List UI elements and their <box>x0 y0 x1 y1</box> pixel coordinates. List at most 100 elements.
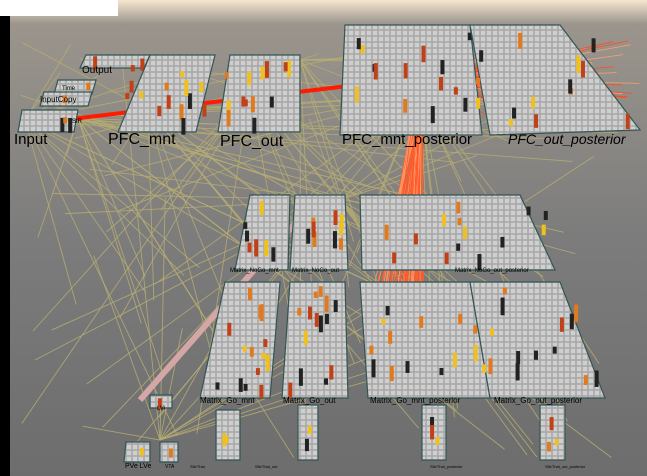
projection <box>77 117 164 376</box>
unit <box>297 307 302 316</box>
unit <box>549 417 554 431</box>
unit <box>338 238 343 250</box>
layer-plane <box>359 194 556 271</box>
unit <box>139 447 144 456</box>
unit <box>264 61 269 78</box>
layer-label: PFC_mnt_posterior <box>342 131 472 148</box>
unit <box>381 318 386 325</box>
unit <box>86 82 91 91</box>
unit <box>439 76 444 91</box>
unit <box>93 56 98 71</box>
layer-plane <box>339 24 483 136</box>
unit <box>339 213 344 231</box>
unit <box>260 66 265 80</box>
unit <box>419 316 424 328</box>
layer-label: Output <box>82 65 112 76</box>
unit <box>441 213 446 226</box>
unit <box>63 117 68 124</box>
layer-label: Matrix_Go_out <box>283 396 336 405</box>
projection <box>147 109 222 392</box>
layer-label: Matrix_NoGo_mnt <box>230 268 279 274</box>
unit <box>62 95 67 104</box>
projection <box>24 46 397 121</box>
layer-label: Time <box>62 86 76 92</box>
layer-plane <box>289 194 349 271</box>
unit <box>139 91 144 99</box>
unit <box>482 364 487 373</box>
layer-label: Input <box>14 131 48 148</box>
unit <box>356 38 361 50</box>
unit <box>180 71 185 78</box>
projection <box>77 117 146 278</box>
projection <box>82 425 161 441</box>
unit <box>413 233 418 245</box>
unit <box>568 79 573 94</box>
unit <box>227 322 232 336</box>
unit <box>518 32 523 49</box>
unit <box>456 243 461 251</box>
projection <box>159 328 183 441</box>
layer-label: PVe LVe <box>125 463 151 470</box>
unit <box>541 224 546 236</box>
unit <box>243 383 248 391</box>
unit <box>329 365 334 380</box>
unit <box>516 351 521 365</box>
unit <box>371 359 376 378</box>
unit <box>435 437 440 446</box>
layer-label: PFC_out <box>220 133 284 150</box>
unit <box>318 286 323 297</box>
unit <box>338 223 343 236</box>
unit <box>243 99 248 107</box>
unit <box>226 99 231 118</box>
unit <box>373 63 378 80</box>
unit <box>130 65 135 72</box>
layer-label: PFC_out_posterior <box>508 131 627 147</box>
unit <box>591 38 596 53</box>
unit <box>179 104 184 121</box>
projection <box>299 59 409 222</box>
layer-plane <box>215 409 241 461</box>
unit <box>264 240 269 257</box>
unit <box>457 217 462 226</box>
projection <box>24 119 391 138</box>
unit <box>324 313 329 325</box>
layer-plane <box>117 54 216 133</box>
layer-label: Matrix_NoGo_out <box>292 268 339 274</box>
unit <box>543 210 548 221</box>
unit <box>508 118 513 127</box>
layer-plane <box>281 281 349 399</box>
layer-label: PFC_mnt <box>108 131 176 148</box>
unit <box>168 448 173 458</box>
unit <box>238 378 243 392</box>
layer-label: Matrix_Go_mnt <box>200 396 255 405</box>
unit <box>444 252 449 265</box>
top-strip <box>0 0 118 16</box>
unit <box>574 304 579 323</box>
unit <box>554 439 559 446</box>
layer-label: SIR <box>72 119 83 125</box>
unit <box>288 382 293 399</box>
unit <box>250 96 255 113</box>
unit <box>440 60 445 75</box>
unit <box>332 231 337 249</box>
unit <box>242 345 247 352</box>
layer-label: SNrThal_out <box>255 464 278 469</box>
unit <box>576 55 581 73</box>
unit <box>254 239 259 257</box>
unit <box>247 287 252 301</box>
unit <box>129 80 134 93</box>
unit <box>500 297 505 316</box>
unit <box>314 313 319 327</box>
projection <box>93 255 161 441</box>
unit <box>512 107 517 119</box>
unit <box>283 62 288 72</box>
projection <box>24 119 77 305</box>
unit <box>388 330 393 344</box>
unit <box>439 367 444 376</box>
unit <box>580 60 585 78</box>
unit <box>60 117 65 132</box>
unit <box>202 103 207 117</box>
unit <box>452 352 457 368</box>
unit <box>222 433 227 447</box>
layer-plane <box>469 24 642 136</box>
